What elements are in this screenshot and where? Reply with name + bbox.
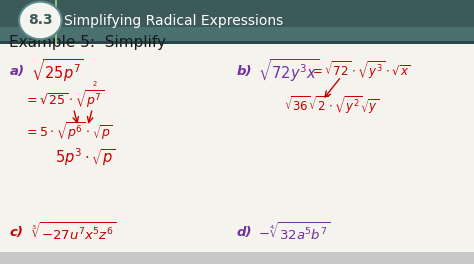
Text: $5p^3\cdot\sqrt{p}$: $5p^3\cdot\sqrt{p}$ bbox=[55, 146, 115, 168]
Ellipse shape bbox=[19, 2, 62, 39]
Text: Simplifying Radical Expressions: Simplifying Radical Expressions bbox=[64, 14, 283, 28]
Text: $= 5\cdot\sqrt{p^6}\cdot\sqrt{p}$: $= 5\cdot\sqrt{p^6}\cdot\sqrt{p}$ bbox=[24, 121, 112, 143]
Bar bbox=[0, 44, 474, 264]
Bar bbox=[0, 252, 474, 264]
Bar bbox=[0, 0, 474, 41]
Bar bbox=[55, 0, 57, 44]
Text: 8.3: 8.3 bbox=[28, 13, 53, 27]
Text: $^2$: $^2$ bbox=[92, 81, 98, 91]
Text: d): d) bbox=[237, 226, 253, 239]
Text: $= \sqrt{72}\cdot\sqrt{y^3}\cdot\sqrt{x}$: $= \sqrt{72}\cdot\sqrt{y^3}\cdot\sqrt{x}… bbox=[310, 60, 411, 82]
Text: $\sqrt{25p^7}$: $\sqrt{25p^7}$ bbox=[31, 58, 84, 84]
Text: $\sqrt[3]{-27u^7x^5z^6}$: $\sqrt[3]{-27u^7x^5z^6}$ bbox=[31, 222, 116, 243]
Text: $-\sqrt[4]{32a^5b^7}$: $-\sqrt[4]{32a^5b^7}$ bbox=[258, 222, 330, 243]
Bar bbox=[0, 41, 474, 44]
Text: $\sqrt{72y^3x}$: $\sqrt{72y^3x}$ bbox=[258, 58, 319, 84]
Text: Example 5:  Simplify: Example 5: Simplify bbox=[9, 35, 166, 50]
Text: a): a) bbox=[9, 65, 25, 78]
Text: b): b) bbox=[237, 65, 253, 78]
Text: c): c) bbox=[9, 226, 23, 239]
Text: $\sqrt{36}\sqrt{2}\cdot\sqrt{y^2}\sqrt{y}$: $\sqrt{36}\sqrt{2}\cdot\sqrt{y^2}\sqrt{y… bbox=[284, 95, 380, 117]
Bar bbox=[0, 27, 474, 41]
Text: $= \sqrt{25}\cdot\sqrt{p^7}$: $= \sqrt{25}\cdot\sqrt{p^7}$ bbox=[24, 89, 104, 111]
